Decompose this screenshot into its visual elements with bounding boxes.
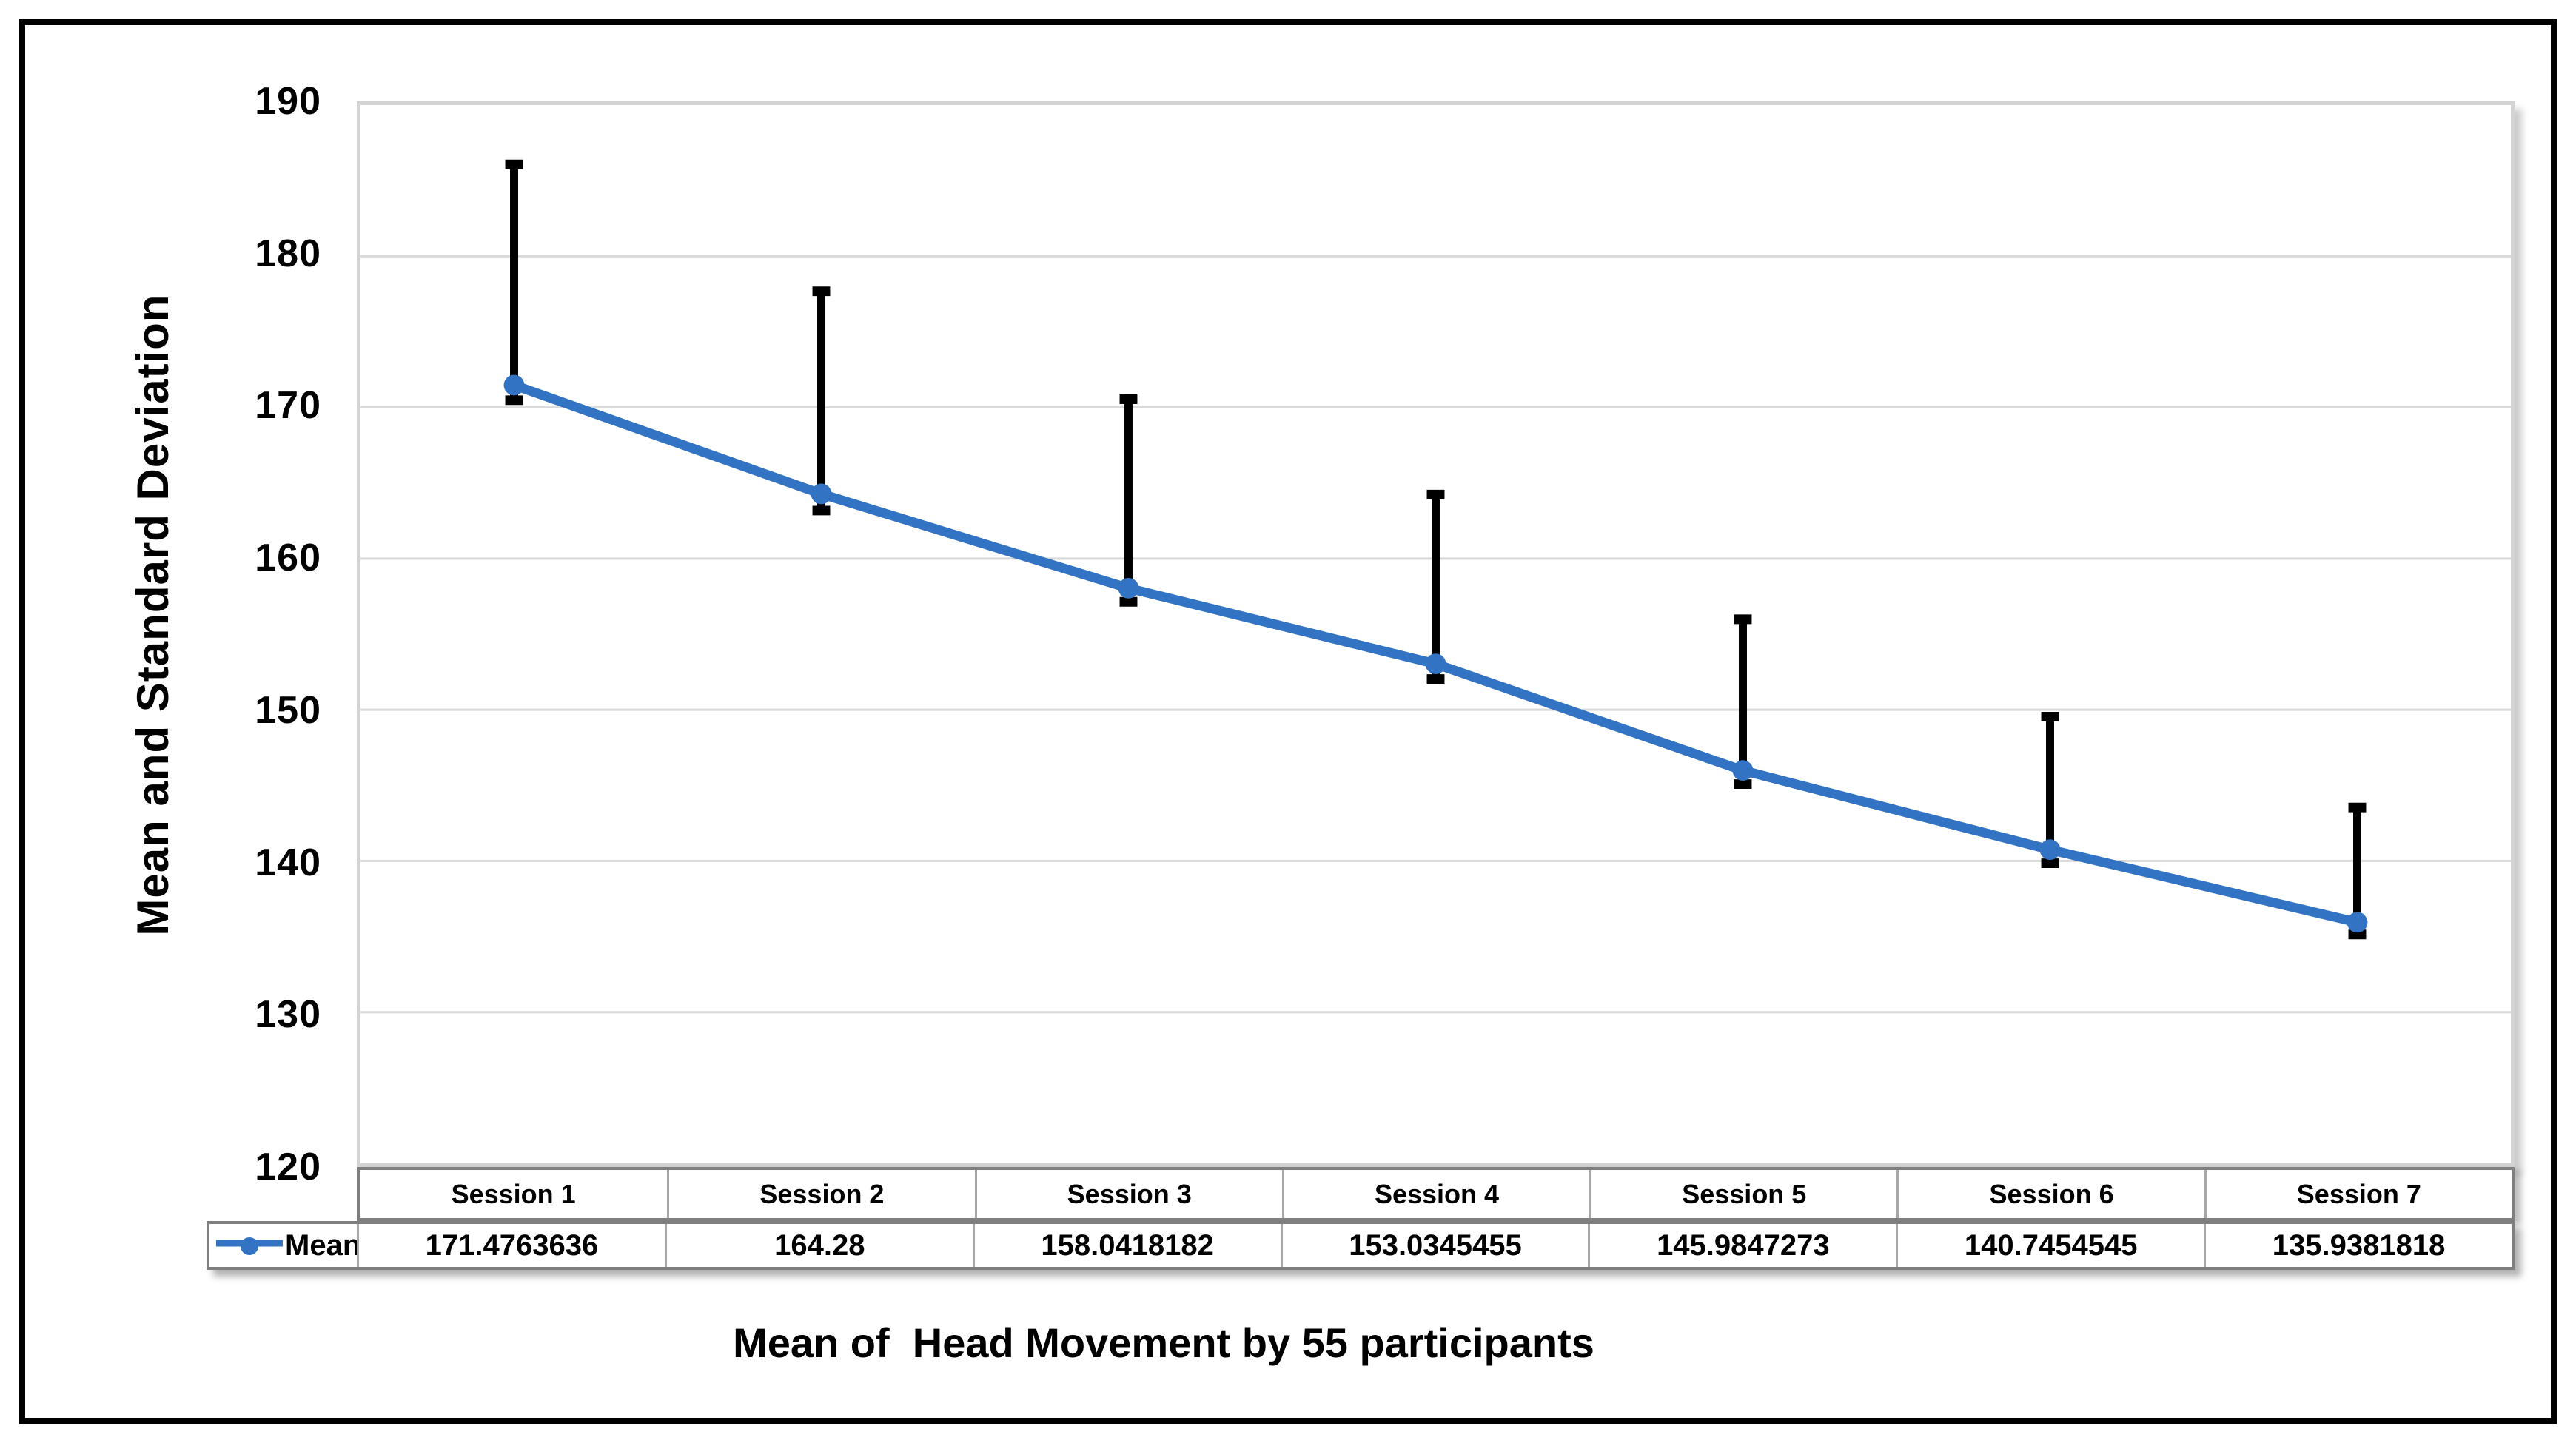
table-header-cell: Session 4 (1281, 1170, 1589, 1218)
y-tick-label: 160 (255, 536, 321, 580)
table-value-cell: 158.0418182 (972, 1224, 1281, 1267)
data-point-marker (1118, 577, 1139, 599)
table-value-cell: 153.0345455 (1280, 1224, 1589, 1267)
y-tick-label: 190 (255, 80, 321, 123)
table-header-cell: Session 6 (1896, 1170, 2204, 1218)
chart-outer-frame (19, 19, 2557, 1424)
legend-series-label: Mean (285, 1228, 357, 1262)
data-point-marker (2347, 912, 2368, 933)
table-value-cell: 140.7454545 (1896, 1224, 2204, 1267)
plot-svg (360, 159, 2511, 1014)
error-bar (1734, 614, 1752, 790)
y-tick-label: 140 (255, 841, 321, 884)
data-table-header-row: Session 1 Session 2 Session 3 Session 4 Sess… (357, 1167, 2515, 1221)
y-tick-label: 130 (255, 993, 321, 1037)
legend-cell: Mean (209, 1224, 357, 1267)
table-header-cell: Session 5 (1589, 1170, 1896, 1218)
table-value-cell: 135.9381818 (2204, 1224, 2512, 1267)
plot-area (357, 101, 2515, 1167)
table-value-cell: 145.9847273 (1588, 1224, 1896, 1267)
y-tick-label: 170 (255, 384, 321, 428)
data-point-marker (1425, 653, 1446, 675)
error-bar (505, 159, 523, 406)
table-header-cell: Session 2 (667, 1170, 974, 1218)
y-tick-label: 120 (255, 1146, 321, 1188)
y-axis-title: Mean and Standard Deviation (128, 294, 178, 936)
table-header-cell: Session 1 (451, 1178, 576, 1209)
y-tick-label: 150 (255, 688, 321, 732)
error-bar (1426, 489, 1445, 684)
data-table-value-row: Mean 171.4763636 164.28 158.0418182 153.034… (207, 1221, 2515, 1270)
y-tick-label: 180 (255, 232, 321, 275)
error-bar (1119, 394, 1138, 607)
table-header-cell: Session 7 (2204, 1170, 2512, 1218)
table-value-cell: 171.4763636 (357, 1224, 665, 1267)
x-axis-title: Mean of Head Movement by 55 participants (733, 1319, 1594, 1366)
error-bar (812, 286, 831, 516)
data-point-marker (2039, 839, 2061, 861)
table-header-cell: Session 3 (974, 1170, 1282, 1218)
data-point-marker (1732, 760, 1754, 781)
mean-series-legend-key-icon (216, 1237, 283, 1255)
error-bar (2041, 711, 2059, 869)
data-point-marker (503, 374, 525, 396)
table-value-cell: 164.28 (664, 1224, 973, 1267)
data-point-marker (811, 483, 832, 505)
